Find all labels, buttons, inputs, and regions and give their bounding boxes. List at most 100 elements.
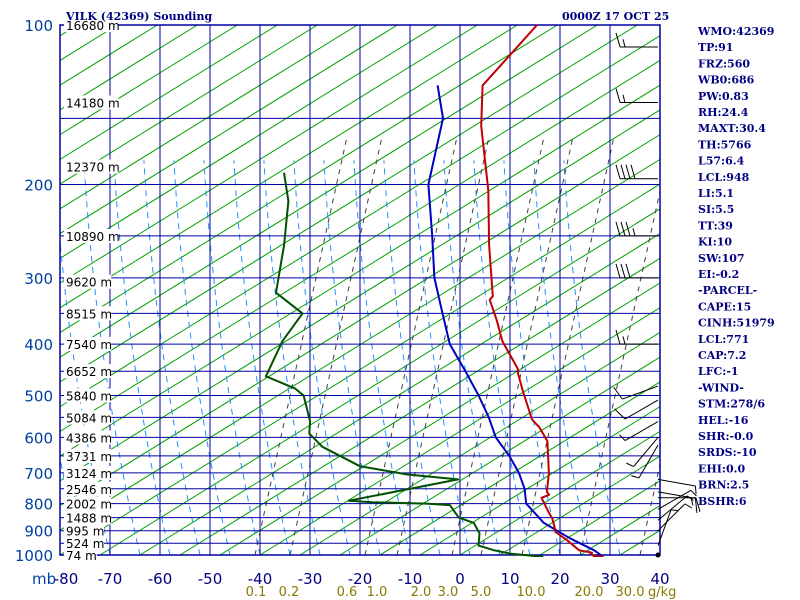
index-entry: LCL:771 — [698, 333, 749, 346]
height-label: 8515 m — [66, 307, 112, 321]
pressure-tick-label: 600 — [24, 429, 53, 447]
grid-layer — [59, 24, 661, 556]
height-label-bg — [64, 548, 97, 562]
height-label: 16680 m — [66, 19, 120, 33]
pressure-tick-label: 200 — [24, 177, 53, 195]
height-label: 74 m — [66, 549, 97, 563]
height-label: 7540 m — [66, 338, 112, 352]
mixing-ratio-line — [254, 134, 348, 556]
dry-adiabat — [59, 24, 558, 333]
wind-barb — [619, 421, 659, 441]
wind-barbs — [613, 32, 701, 558]
height-label-bg — [64, 410, 112, 425]
mixing-ratio-label: 1.0 — [367, 585, 388, 600]
indices-panel: WMO:42369 TP:91 FRZ:560 WB0:686 PW:0.83 RH:24… — [697, 25, 775, 508]
pressure-tick-label: 100 — [24, 17, 53, 35]
mixing-ratio-label: 30.0 — [616, 585, 645, 600]
dry-adiabat — [59, 24, 478, 284]
height-label: 3731 m — [66, 450, 112, 464]
mixing-ratio-line — [364, 134, 458, 556]
wind-barb — [631, 444, 659, 479]
height-label-bg — [64, 536, 104, 551]
index-entry: MAXT:30.4 — [698, 122, 766, 135]
moist-adiabat — [83, 160, 141, 556]
temperature-tick-label: -70 — [98, 570, 123, 588]
dry-adiabat — [59, 24, 278, 160]
height-label: 12370 m — [66, 161, 120, 175]
wind-barb — [615, 329, 658, 345]
wind-barb — [615, 263, 658, 279]
moist-adiabat — [113, 160, 171, 556]
mixing-ratio-label: 5.0 — [471, 585, 492, 600]
height-label-bg — [64, 228, 119, 243]
mixing-ratio-line — [451, 134, 545, 556]
index-entry: SW:107 — [698, 252, 745, 265]
wind-barb — [615, 88, 658, 103]
temperature-tick-label: 0 — [455, 570, 465, 588]
index-entry: WB0:686 — [697, 74, 755, 87]
pressure-tick-label: 900 — [24, 523, 53, 541]
index-entry: LFC:-1 — [698, 365, 739, 378]
index-entry: L57:6.4 — [698, 155, 745, 168]
index-entry: CAP:7.2 — [698, 349, 746, 362]
height-label: 10890 m — [66, 230, 120, 244]
wind-barb — [626, 437, 659, 467]
index-entry: -WIND- — [698, 381, 744, 394]
dry-adiabat — [219, 282, 661, 556]
wind-barb — [657, 503, 692, 532]
pressure-tick-label: 1000 — [15, 547, 53, 565]
height-label-bg — [64, 274, 112, 289]
index-entry: SRDS:-10 — [698, 446, 757, 459]
index-entry: EHI:0.0 — [698, 462, 745, 475]
height-label-bg — [64, 306, 112, 321]
pressure-tick-label: 700 — [24, 465, 53, 483]
wind-barb — [615, 221, 658, 237]
index-entry: TH:5766 — [698, 138, 752, 151]
dry-adiabat — [379, 381, 661, 556]
pressure-tick-label: 800 — [24, 496, 53, 514]
dewpoint-trace — [264, 172, 544, 557]
index-entry: EI:-0.2 — [698, 268, 739, 281]
temperature-tick-label: 30 — [600, 570, 619, 588]
index-entry: -PARCEL- — [698, 284, 757, 297]
moist-adiabat — [533, 160, 591, 556]
index-entry: CINH:51979 — [698, 317, 775, 330]
chart-title: VILK (42369) Sounding — [65, 10, 212, 23]
index-entry: SI:5.5 — [698, 203, 734, 216]
dry-adiabat — [59, 24, 398, 234]
temperature-tick-label: -30 — [298, 570, 323, 588]
index-entry: WMO:42369 — [697, 25, 774, 38]
temperature-tick-label: -20 — [348, 570, 373, 588]
index-entry: TT:39 — [698, 219, 733, 232]
height-label-bg — [64, 388, 112, 403]
height-label: 524 m — [66, 537, 104, 551]
height-label: 5084 m — [66, 411, 112, 425]
moist-adiabat — [413, 160, 471, 556]
wind-barb — [657, 489, 697, 510]
wind-barb — [615, 32, 658, 48]
mixing-ratio-label: 0.2 — [279, 585, 300, 600]
sounding-curves — [264, 24, 604, 557]
wind-barb — [657, 495, 694, 521]
wind-barb — [614, 399, 659, 420]
index-entry: BSHR:6 — [698, 495, 747, 508]
plot-frame — [59, 24, 661, 556]
chart-datetime: 0000Z 17 OCT 25 — [562, 10, 669, 23]
temperature-tick-label: -80 — [54, 570, 79, 588]
wind-barb — [657, 478, 697, 494]
height-label: 4386 m — [66, 431, 112, 445]
mixing-ratio-line — [396, 134, 490, 556]
index-entry: HEL:-16 — [698, 414, 749, 427]
mixing-ratio-line — [521, 134, 615, 556]
pressure-tick-label: 500 — [24, 387, 53, 405]
mixing-ratio-line — [579, 191, 661, 556]
wind-barb — [657, 509, 679, 546]
temperature-tick-label: 20 — [550, 570, 569, 588]
dry-adiabat — [59, 24, 238, 136]
index-entry: RH:24.4 — [698, 106, 749, 119]
dry-adiabat — [59, 24, 598, 358]
height-label-bg — [64, 95, 119, 110]
mixing-ratio-unit: g/kg — [648, 585, 676, 600]
